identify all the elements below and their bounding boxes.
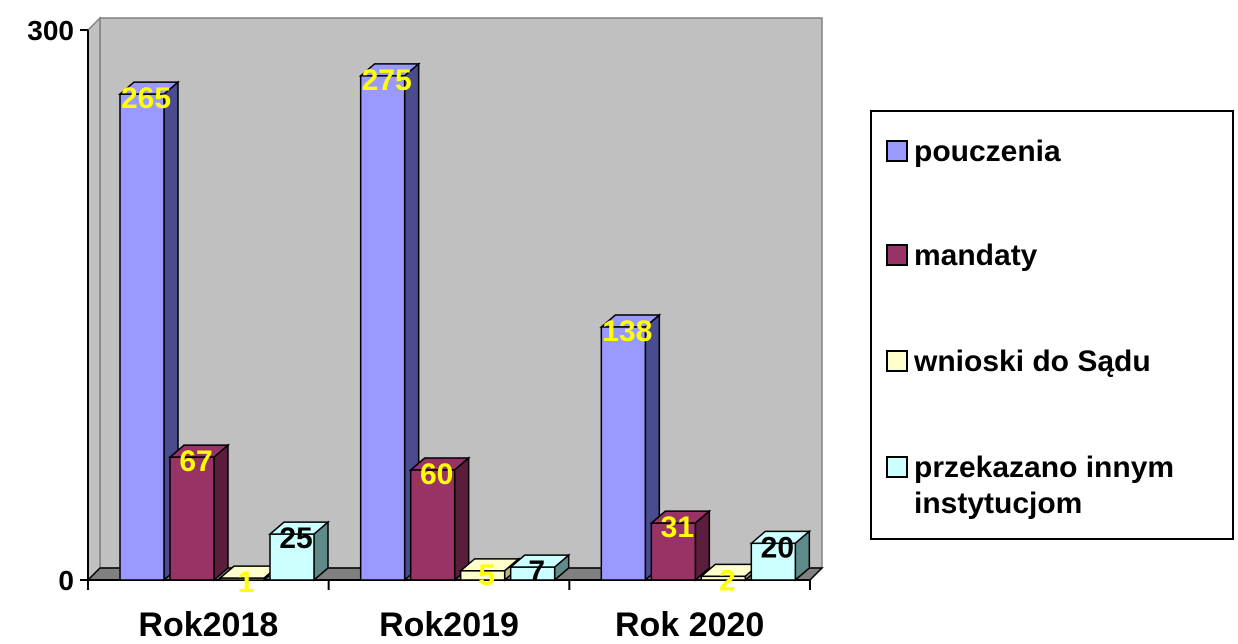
legend-label-przekazano: przekazano innym instytucjom xyxy=(914,451,1175,520)
bar-front-3-0 xyxy=(269,533,315,581)
data-label-2-0: 1 xyxy=(238,566,255,599)
bar-front-2-1 xyxy=(459,570,506,581)
data-label-0-1: 275 xyxy=(362,64,412,97)
bar-0-1 xyxy=(358,62,421,582)
bar-front-0-1 xyxy=(359,75,406,581)
data-label-2-2: 2 xyxy=(719,564,736,597)
bar-0-0 xyxy=(117,80,181,582)
bar-1-0 xyxy=(167,443,231,582)
legend-item-przekazano: przekazano innym instytucjom xyxy=(886,450,1232,522)
bar-front-2-2 xyxy=(700,575,747,581)
bar-front-0-2 xyxy=(600,326,647,581)
x-tick-label-0: Rok2018 xyxy=(138,606,278,644)
data-label-3-0: 25 xyxy=(279,522,312,555)
data-label-1-0: 67 xyxy=(179,445,212,478)
y-tick-label-300: 300 xyxy=(27,15,74,46)
bar-side-1-1 xyxy=(453,456,470,582)
bar-side-1-0 xyxy=(213,443,229,582)
data-label-1-1: 60 xyxy=(420,458,453,491)
data-label-2-1: 5 xyxy=(478,559,495,592)
x-tick-label-1: Rok2019 xyxy=(379,606,519,644)
legend-swatch-pouczenia xyxy=(886,140,908,162)
legend-swatch-przekazano xyxy=(886,456,908,478)
legend-item-mandaty: mandaty xyxy=(886,238,1232,274)
chart-legend: pouczenia mandaty wnioski do Sądu przeka… xyxy=(870,110,1234,540)
legend-label-pouczenia: pouczenia xyxy=(914,135,1061,168)
data-label-3-2: 20 xyxy=(761,531,794,564)
bar-front-1-1 xyxy=(409,469,456,581)
legend-item-wnioski: wnioski do Sądu xyxy=(886,344,1232,380)
bar-1-2 xyxy=(649,509,712,582)
bar-2-2 xyxy=(699,562,762,582)
bar-3-2 xyxy=(749,529,812,582)
bar-3-0 xyxy=(267,520,331,582)
legend-label-mandaty: mandaty xyxy=(914,239,1038,272)
data-label-0-2: 138 xyxy=(602,315,652,348)
data-label-1-2: 31 xyxy=(661,511,694,544)
legend-item-pouczenia: pouczenia xyxy=(886,134,1232,170)
data-label-3-1: 7 xyxy=(528,555,545,588)
x-tick-label-2: Rok 2020 xyxy=(615,606,764,644)
legend-swatch-wnioski xyxy=(886,350,908,372)
bar-front-3-2 xyxy=(750,542,797,581)
legend-swatch-mandaty xyxy=(886,244,908,266)
bar-front-1-2 xyxy=(650,522,697,581)
bar-side-1-2 xyxy=(694,509,711,582)
bar-front-2-0 xyxy=(219,577,265,581)
plot-side-wall xyxy=(87,16,101,582)
bar-front-3-1 xyxy=(509,566,556,581)
data-label-0-0: 265 xyxy=(121,82,171,115)
bar-1-1 xyxy=(408,456,471,582)
bar-front-0-0 xyxy=(119,93,165,581)
bar-3-1 xyxy=(508,553,571,582)
legend-label-wnioski: wnioski do Sądu xyxy=(914,345,1151,378)
y-tick-label-0: 0 xyxy=(58,565,74,596)
bar-front-1-0 xyxy=(169,456,215,581)
